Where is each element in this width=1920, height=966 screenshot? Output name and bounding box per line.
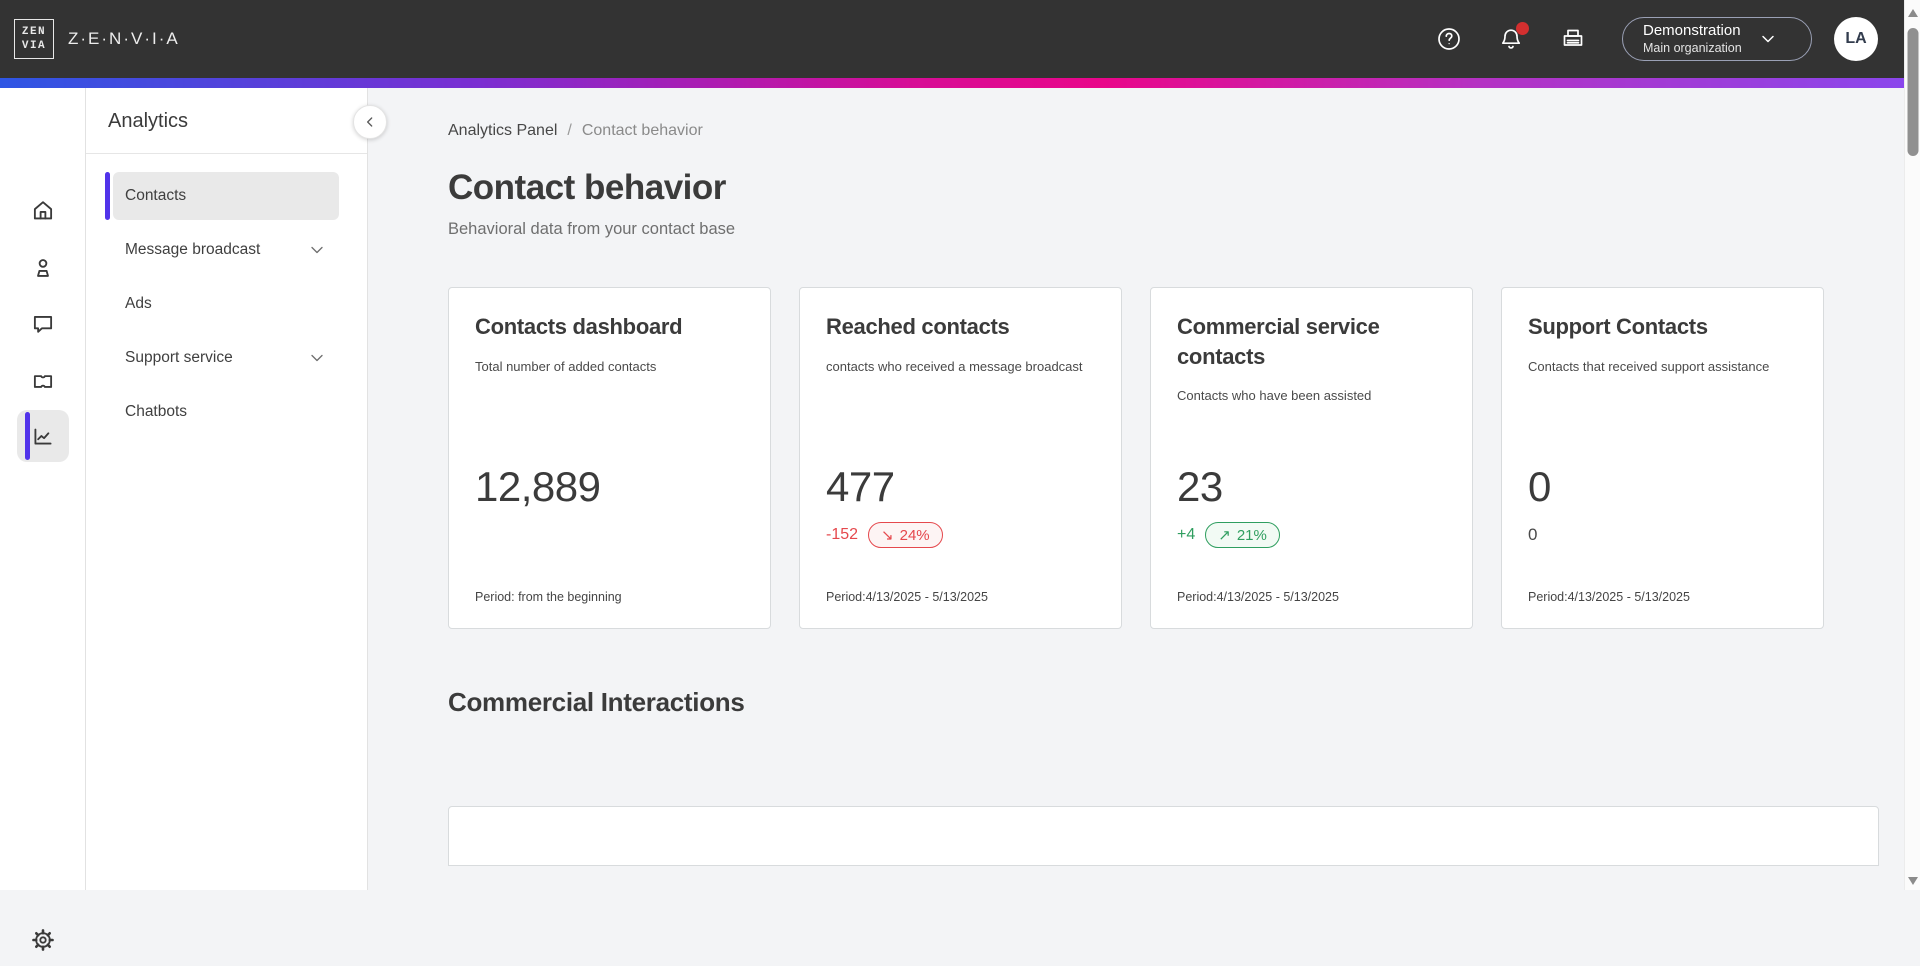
active-nav-indicator [25, 412, 30, 460]
analytics-chart-icon [30, 423, 56, 449]
zenvia-logo-mark-icon: ZEN VIA [14, 19, 54, 59]
card-description: Contacts who have been assisted [1177, 384, 1446, 408]
card-delta: 0 [1528, 525, 1537, 545]
trend-badge-up: ↗ 21% [1205, 522, 1280, 548]
card-description: Contacts that received support assistanc… [1528, 355, 1797, 379]
breadcrumb-analytics-panel[interactable]: Analytics Panel [448, 122, 557, 140]
trend-up-arrow-icon: ↗ [1218, 526, 1231, 544]
sidebar-item-support-service[interactable]: Support service [113, 334, 339, 382]
top-header: ZEN VIA Z·E·N·V·I·A Demonstration Main o… [0, 0, 1904, 78]
ticket-icon [30, 368, 56, 394]
page-title: Contact behavior [448, 168, 1904, 208]
commercial-interactions-card [448, 806, 1879, 866]
active-item-indicator [105, 172, 110, 220]
card-description: Total number of added contacts [475, 355, 744, 379]
logo-mark-bottom-text: VIA [22, 40, 46, 52]
section-heading-commercial-interactions: Commercial Interactions [448, 687, 1904, 718]
notifications-bell-icon[interactable] [1498, 26, 1524, 52]
card-title: Commercial service contacts [1177, 312, 1446, 371]
sidebar-item-label: Message broadcast [125, 241, 260, 259]
help-icon[interactable] [1436, 26, 1462, 52]
brand-gradient-bar [0, 78, 1904, 88]
home-icon [30, 197, 56, 223]
trend-percent: 21% [1237, 527, 1267, 544]
card-delta: +4 [1177, 526, 1195, 544]
scrollbar-down-arrow[interactable] [1908, 877, 1918, 885]
breadcrumb: Analytics Panel / Contact behavior [448, 122, 1904, 140]
nav-contacts[interactable] [17, 242, 69, 294]
card-value: 12,889 [475, 466, 744, 508]
sidebar-item-label: Chatbots [125, 403, 187, 421]
scrollbar-thumb[interactable] [1907, 28, 1918, 156]
sidebar-item-label: Contacts [125, 187, 186, 205]
sidebar-item-ads[interactable]: Ads [113, 280, 339, 328]
sidebar-item-contacts[interactable]: Contacts [113, 172, 339, 220]
kpi-cards-row: Contacts dashboard Total number of added… [448, 287, 1904, 629]
breadcrumb-separator: / [567, 122, 571, 140]
chevron-down-icon [1758, 29, 1778, 49]
trend-percent: 24% [900, 527, 930, 544]
printer-icon[interactable] [1560, 26, 1586, 52]
scrollbar-up-arrow[interactable] [1908, 9, 1918, 17]
nav-analytics[interactable] [17, 410, 69, 462]
breadcrumb-current: Contact behavior [582, 122, 703, 140]
page-subtitle: Behavioral data from your contact base [448, 220, 1904, 239]
analytics-sidebar-panel: Analytics Contacts Message broadcast Ads… [86, 88, 368, 890]
chevron-left-icon [362, 114, 378, 130]
page-scrollbar[interactable] [1904, 0, 1920, 890]
card-period: Period:4/13/2025 - 5/13/2025 [1528, 590, 1797, 604]
logo-mark-top-text: ZEN [22, 26, 46, 38]
primary-nav-rail [0, 88, 86, 890]
sidebar-item-chatbots[interactable]: Chatbots [113, 388, 339, 436]
card-value: 23 [1177, 466, 1446, 508]
chevron-down-icon [307, 348, 327, 368]
main-content: Analytics Panel / Contact behavior Conta… [368, 88, 1904, 890]
contacts-person-icon [30, 255, 56, 281]
organization-subtitle: Main organization [1643, 41, 1742, 57]
card-commercial-service-contacts: Commercial service contacts Contacts who… [1150, 287, 1473, 629]
organization-name: Demonstration [1643, 22, 1742, 41]
notification-badge-dot [1516, 22, 1529, 35]
card-title: Reached contacts [826, 312, 1095, 342]
chevron-down-icon [307, 240, 327, 260]
organization-selector[interactable]: Demonstration Main organization [1622, 17, 1812, 61]
brand-wordmark: Z·E·N·V·I·A [68, 29, 180, 49]
nav-tickets[interactable] [17, 355, 69, 407]
card-description: contacts who received a message broadcas… [826, 355, 1095, 379]
settings-gear-icon [30, 927, 56, 953]
sidebar-item-label: Ads [125, 295, 152, 313]
card-title: Support Contacts [1528, 312, 1797, 342]
sidebar-collapse-button[interactable] [353, 105, 387, 139]
card-delta: -152 [826, 526, 858, 544]
sidebar-item-message-broadcast[interactable]: Message broadcast [113, 226, 339, 274]
card-title: Contacts dashboard [475, 312, 744, 342]
sidebar-title: Analytics [86, 88, 367, 133]
user-avatar[interactable]: LA [1834, 17, 1878, 61]
nav-settings[interactable] [17, 914, 69, 966]
card-period: Period:4/13/2025 - 5/13/2025 [826, 590, 1095, 604]
sidebar-item-label: Support service [125, 349, 233, 367]
card-reached-contacts: Reached contacts contacts who received a… [799, 287, 1122, 629]
card-value: 477 [826, 466, 1095, 508]
trend-down-arrow-icon: ↘ [881, 526, 894, 544]
card-support-contacts: Support Contacts Contacts that received … [1501, 287, 1824, 629]
card-value: 0 [1528, 466, 1797, 508]
card-period: Period:4/13/2025 - 5/13/2025 [1177, 590, 1446, 604]
chat-icon [30, 311, 56, 337]
card-period: Period: from the beginning [475, 590, 744, 604]
trend-badge-down: ↘ 24% [868, 522, 943, 548]
nav-conversations[interactable] [17, 298, 69, 350]
nav-home[interactable] [17, 184, 69, 236]
card-contacts-dashboard: Contacts dashboard Total number of added… [448, 287, 771, 629]
zenvia-logo[interactable]: ZEN VIA Z·E·N·V·I·A [14, 19, 180, 59]
